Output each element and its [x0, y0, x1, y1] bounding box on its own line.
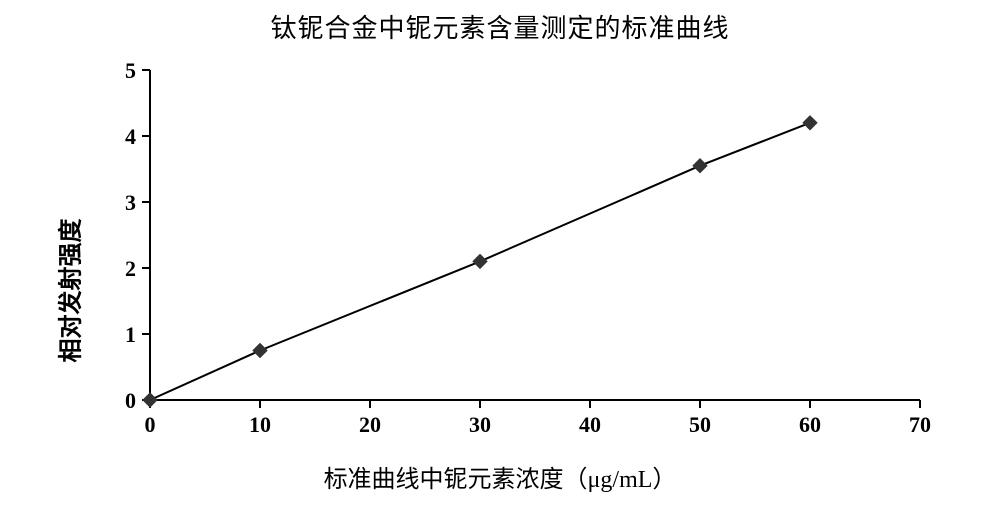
series-marker — [803, 116, 817, 130]
series-marker — [253, 344, 267, 358]
y-tick-label: 4 — [125, 124, 136, 149]
chart-svg: 012345010203040506070 — [40, 60, 960, 500]
x-tick-label: 70 — [909, 412, 931, 437]
y-tick-label: 2 — [125, 256, 136, 281]
series-marker — [473, 254, 487, 268]
x-tick-label: 30 — [469, 412, 491, 437]
x-tick-label: 40 — [579, 412, 601, 437]
y-tick-label: 1 — [125, 322, 136, 347]
x-axis-label: 标准曲线中铌元素浓度（μg/mL） — [40, 459, 960, 494]
y-axis-label-container: 相对发射强度 — [52, 120, 84, 460]
y-tick-label: 0 — [125, 388, 136, 413]
series-marker — [143, 393, 157, 407]
chart-title: 钛铌合金中铌元素含量测定的标准曲线 — [0, 8, 1000, 45]
x-tick-label: 60 — [799, 412, 821, 437]
x-tick-label: 0 — [145, 412, 156, 437]
y-tick-label: 3 — [125, 190, 136, 215]
series-marker — [693, 159, 707, 173]
y-tick-label: 5 — [125, 60, 136, 83]
chart-plot: 相对发射强度 012345010203040506070 标准曲线中铌元素浓度（… — [40, 60, 960, 500]
x-tick-label: 20 — [359, 412, 381, 437]
x-tick-label: 10 — [249, 412, 271, 437]
x-tick-label: 50 — [689, 412, 711, 437]
y-axis-label: 相对发射强度 — [51, 218, 86, 362]
